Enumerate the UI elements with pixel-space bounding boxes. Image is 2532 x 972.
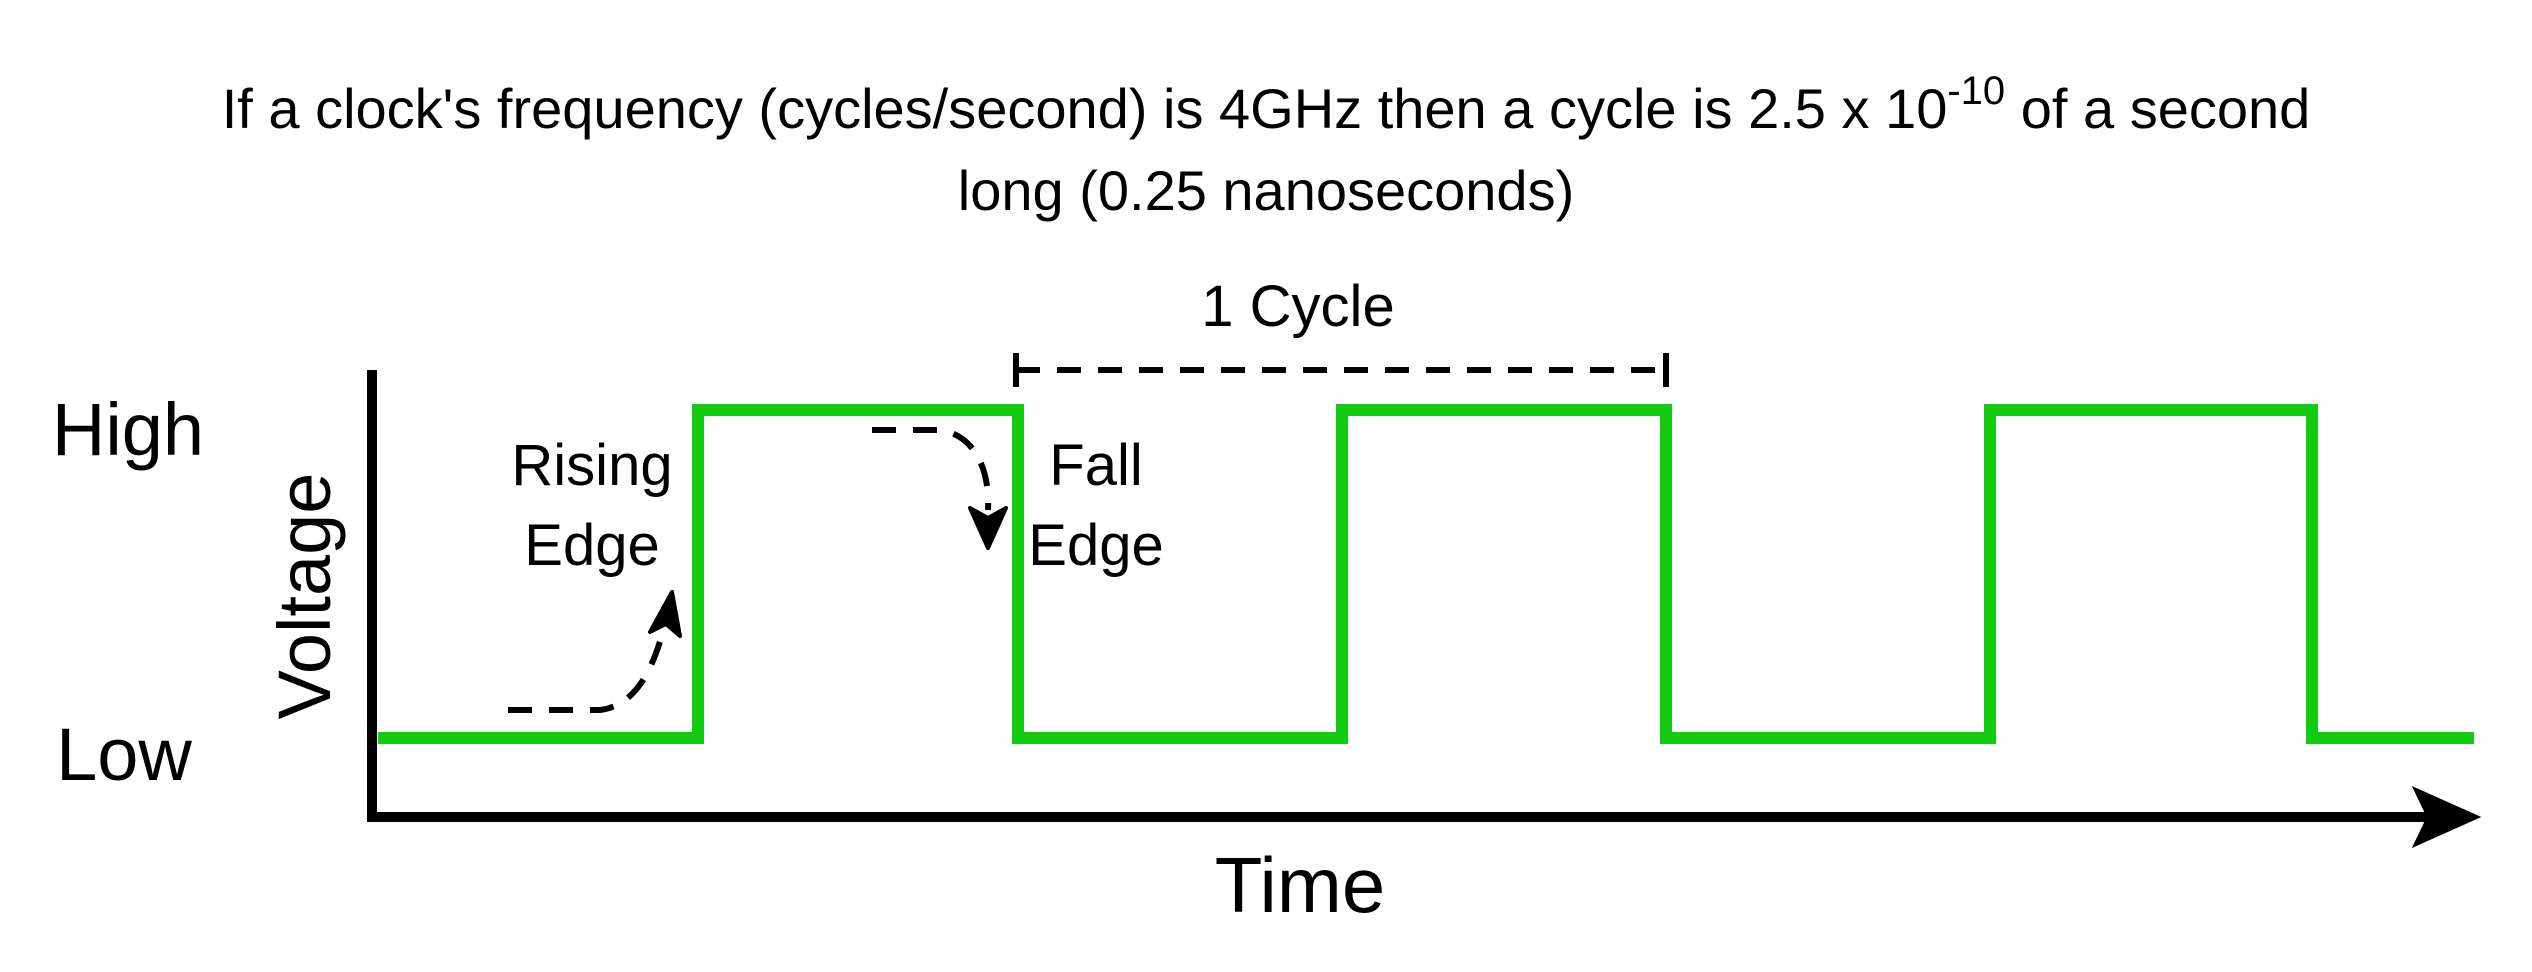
title-suffix: of a second: [2005, 77, 2310, 140]
fall-edge-label-line-1: Fall: [1049, 433, 1142, 498]
title-line-1: If a clock's frequency (cycles/second) i…: [222, 69, 2311, 140]
x-axis-label: Time: [1215, 841, 1385, 929]
rising-edge-arrowhead: [648, 590, 682, 638]
cycle-label: 1 Cycle: [1201, 274, 1394, 339]
fall-edge-label-line-2: Edge: [1028, 513, 1163, 578]
title-prefix: If a clock's frequency (cycles/second) i…: [222, 77, 1948, 140]
y-axis-label: Voltage: [263, 473, 346, 720]
clock-signal-wave: [378, 404, 2474, 744]
low-label: Low: [56, 713, 192, 796]
rising-edge-label-line-2: Edge: [524, 513, 659, 578]
title-line-2: long (0.25 nanoseconds): [958, 159, 1574, 222]
high-label: High: [52, 388, 204, 471]
fall-edge-arrow-line: [872, 427, 992, 511]
x-axis-arrowhead: [2411, 785, 2482, 849]
rising-edge-arrow-line: [508, 627, 667, 713]
title-exponent: -10: [1947, 69, 2005, 113]
rising-edge-label-line-1: Rising: [511, 433, 672, 498]
fall-edge-arrowhead: [968, 506, 1008, 550]
